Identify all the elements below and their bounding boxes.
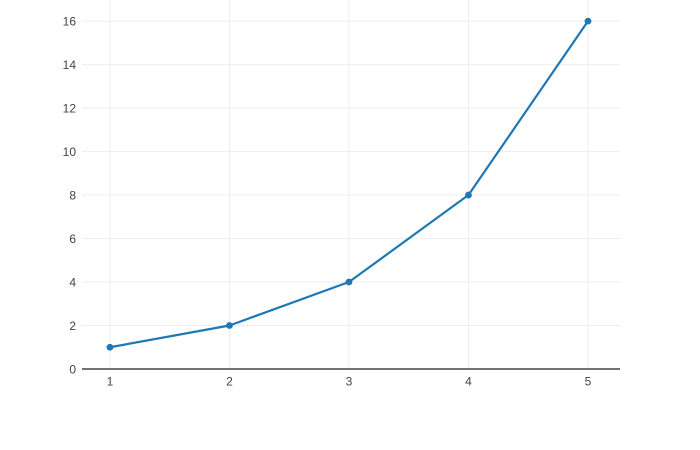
y-tick-label: 4 [69, 276, 76, 290]
data-point-marker[interactable] [584, 17, 592, 25]
data-point-marker[interactable] [345, 278, 353, 286]
y-axis-tick-labels: 0 2 4 6 8 10 12 14 16 [63, 15, 77, 377]
data-point-markers [106, 17, 592, 351]
y-tick-label: 6 [69, 232, 76, 246]
y-tick-label: 2 [69, 319, 76, 333]
gridlines [82, 0, 620, 369]
x-tick-label: 5 [585, 375, 592, 389]
y-tick-label: 14 [63, 58, 77, 72]
y-tick-label: 16 [63, 15, 77, 29]
data-point-marker[interactable] [106, 343, 114, 351]
x-tick-label: 4 [465, 375, 472, 389]
x-tick-label: 2 [226, 375, 233, 389]
data-point-marker[interactable] [226, 322, 233, 329]
x-tick-label: 1 [107, 375, 114, 389]
y-tick-label: 0 [69, 363, 76, 377]
data-point-marker[interactable] [465, 191, 472, 199]
x-axis-tick-labels: 1 2 3 4 5 [107, 375, 592, 389]
y-tick-label: 12 [63, 102, 77, 116]
y-tick-label: 10 [63, 145, 77, 159]
x-tick-label: 3 [346, 375, 353, 389]
y-tick-label: 8 [69, 189, 76, 203]
